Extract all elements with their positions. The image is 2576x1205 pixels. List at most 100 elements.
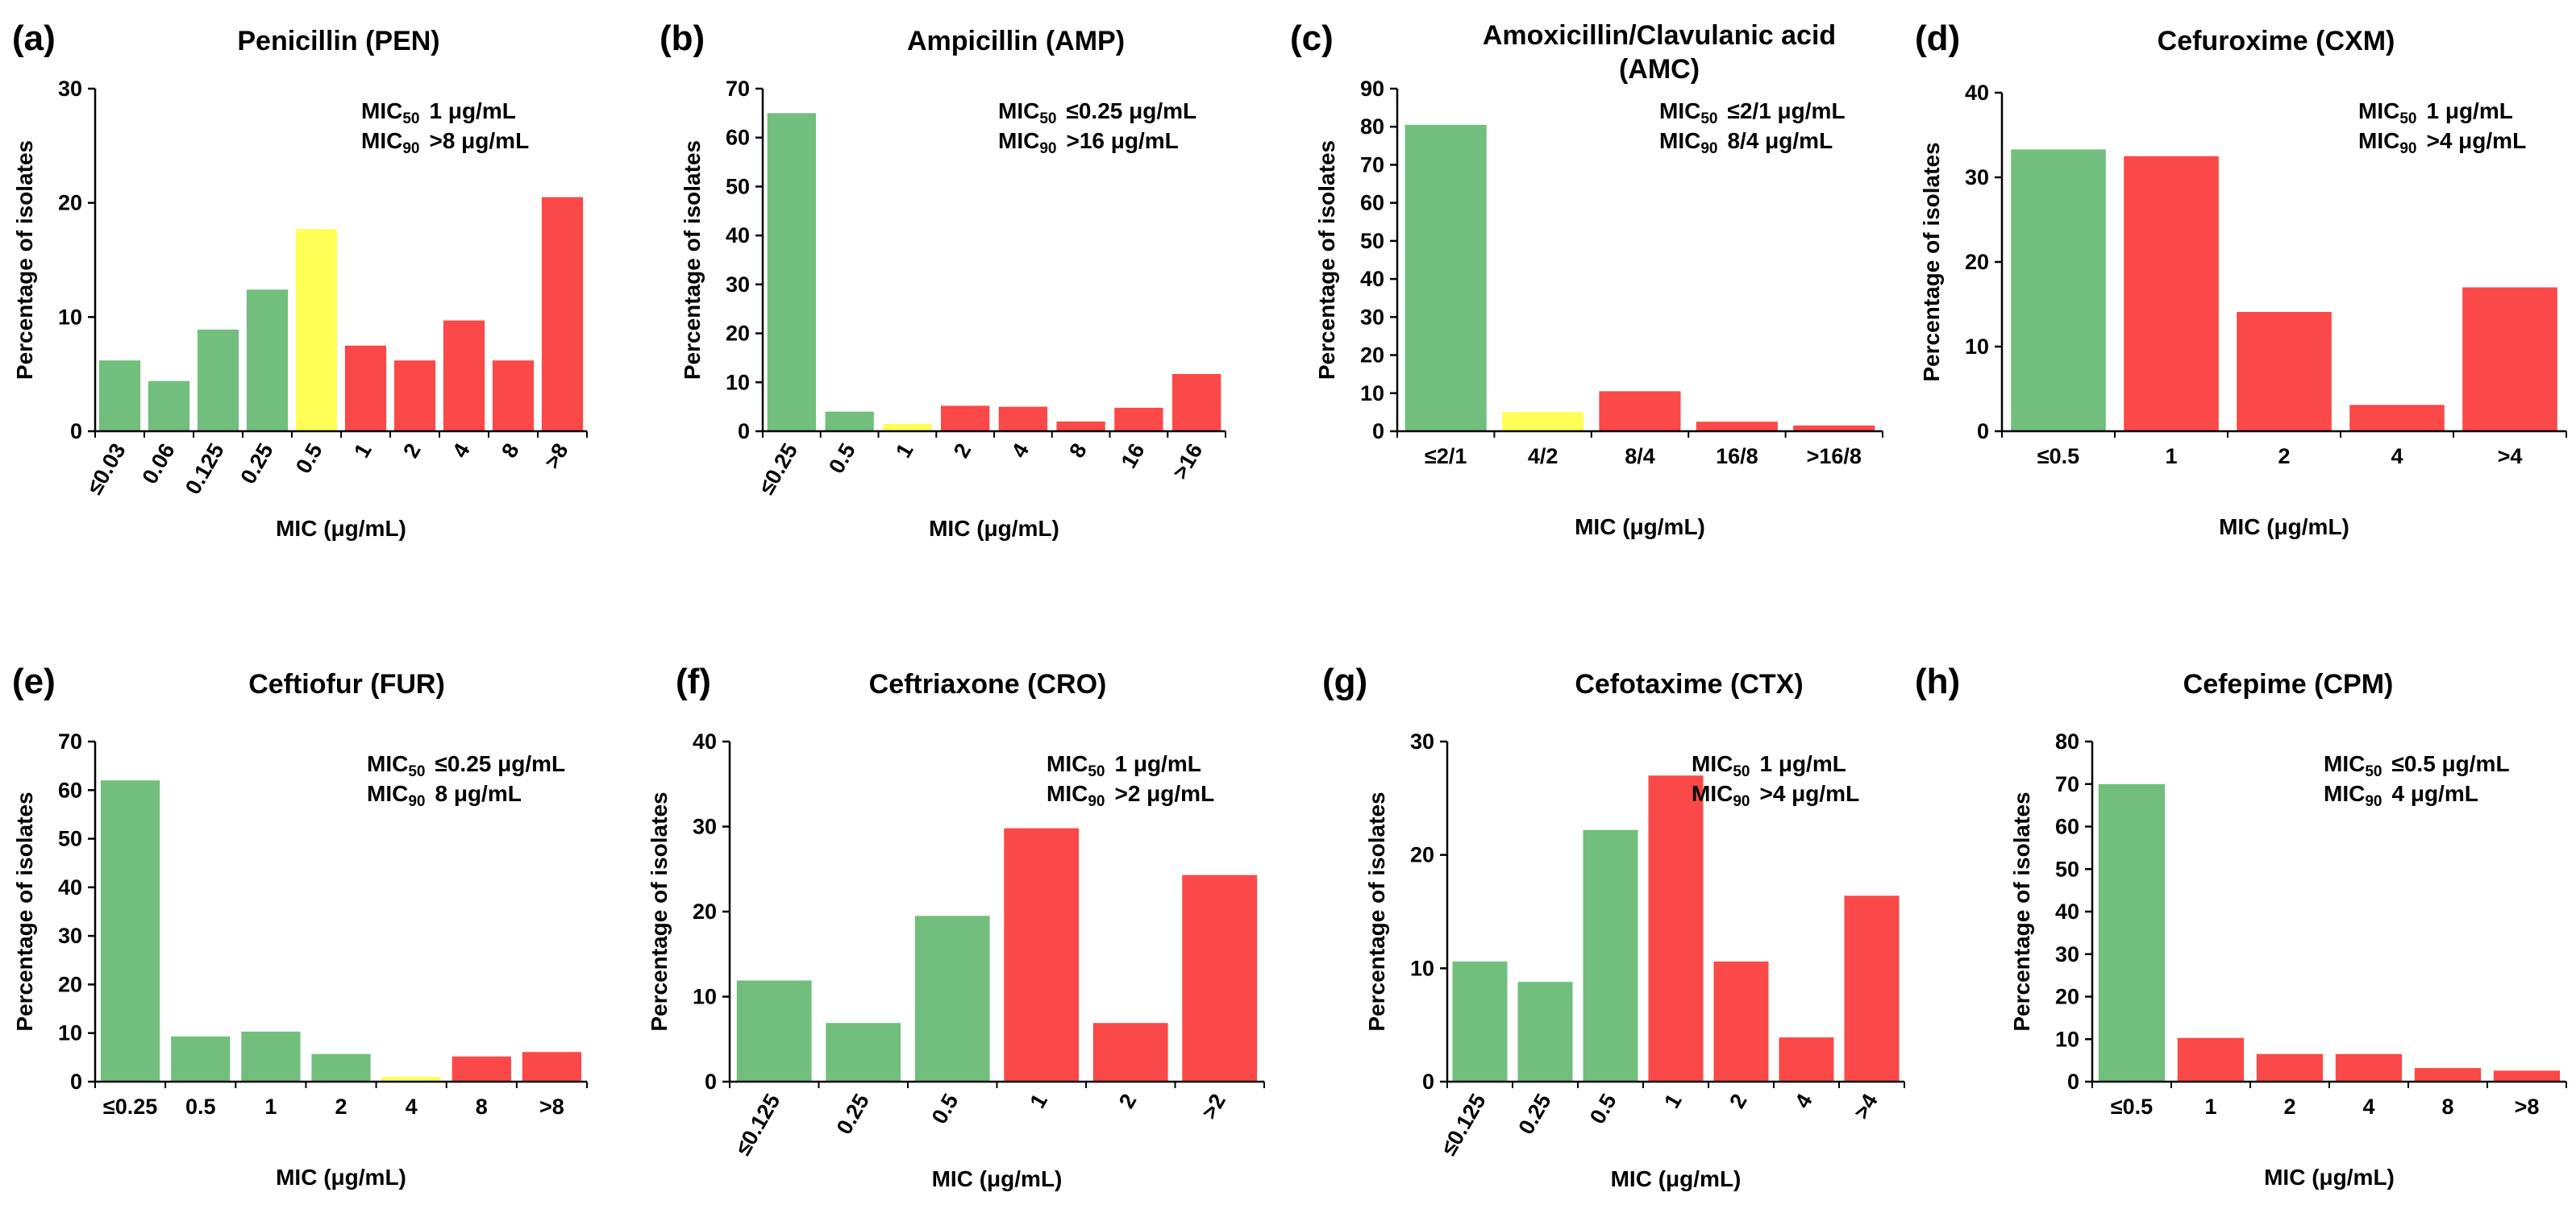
bar-3	[2335, 1053, 2403, 1082]
bar-1	[2177, 1037, 2245, 1082]
x-tick-label: 8	[476, 1095, 488, 1119]
chart-title: Penicillin (PEN)	[237, 26, 439, 56]
y-tick-label: 10	[2055, 1027, 2079, 1051]
mic90-subscript: 90	[2399, 140, 2416, 157]
x-tick-label: 8	[497, 439, 523, 462]
mic90-annotation: MIC90 8 μg/mL	[367, 781, 522, 810]
y-axis-label: Percentage of isolates	[680, 140, 705, 380]
x-tick-label: 1	[2204, 1095, 2216, 1119]
y-tick-label: 30	[58, 924, 82, 948]
x-tick-label: 4	[2391, 444, 2403, 468]
y-tick-label: 0	[70, 419, 82, 443]
mic50-annotation: MIC50 ≤0.5 μg/mL	[2324, 751, 2510, 780]
chart-title-line2: (AMC)	[1619, 54, 1700, 85]
y-tick-label: 0	[1977, 419, 1989, 443]
x-tick-label: ≤0.25	[103, 1095, 157, 1119]
x-tick-label: ≤0.5	[2111, 1095, 2153, 1119]
bar-5	[1056, 421, 1105, 431]
mic90-subscript: 90	[1088, 793, 1105, 810]
mic90-value: 8 μg/mL	[435, 781, 521, 806]
x-axis-label: MIC (μg/mL)	[1575, 514, 1705, 539]
bar-4	[2414, 1068, 2482, 1082]
bar-2	[1599, 391, 1681, 431]
x-tick-label: 0.25	[1513, 1090, 1555, 1139]
y-tick-label: 10	[58, 305, 82, 329]
mic90-subscript: 90	[1733, 793, 1750, 810]
mic90-value: 8/4 μg/mL	[1727, 128, 1833, 153]
mic50-subscript: 50	[1733, 763, 1750, 780]
y-tick-label: 20	[693, 900, 717, 924]
bar-3	[311, 1053, 371, 1082]
y-tick-label: 20	[726, 322, 750, 346]
x-tick-label: >4	[1849, 1090, 1882, 1124]
bar-0	[2011, 149, 2106, 431]
chart-panel-c: (c) Amoxicillin/Clavulanic acid(AMC) 0 10 20…	[1290, 19, 1883, 539]
mic90-subscript: 90	[408, 793, 425, 810]
mic90-label: MIC	[367, 781, 408, 806]
x-tick-label: 0.5	[927, 1090, 963, 1128]
x-tick-label: 0.5	[291, 439, 327, 478]
panel-letter: (h)	[1915, 662, 1960, 701]
mic50-label: MIC	[1692, 751, 1733, 776]
panel-letter: (b)	[660, 19, 705, 58]
x-tick-label: ≤0.25	[754, 439, 802, 498]
x-tick-label: 2	[2283, 1095, 2295, 1119]
y-tick-label: 40	[2055, 900, 2079, 924]
panel-letter: (a)	[12, 19, 56, 58]
bar-2	[2256, 1053, 2324, 1082]
x-tick-label: ≤0.5	[2037, 444, 2079, 468]
y-tick-label: 40	[58, 875, 82, 900]
bar-2	[241, 1031, 301, 1082]
mic90-annotation: MIC90 >8 μg/mL	[361, 128, 529, 157]
mic90-label: MIC	[2324, 781, 2365, 806]
y-tick-label: 60	[2055, 815, 2079, 839]
bar-8	[492, 360, 535, 431]
y-axis-label: Percentage of isolates	[1919, 142, 1944, 381]
x-tick-label: >8	[2515, 1095, 2540, 1119]
y-tick-label: 0	[70, 1070, 82, 1094]
bar-1	[171, 1036, 231, 1082]
x-tick-label: ≤0.125	[730, 1090, 784, 1159]
y-tick-label: 50	[58, 827, 82, 851]
mic90-annotation: MIC90 >4 μg/mL	[2358, 128, 2526, 157]
bar-1	[826, 1023, 901, 1082]
mic90-subscript: 90	[402, 140, 419, 157]
mic90-subscript: 90	[1039, 140, 1056, 157]
panel-letter: (c)	[1290, 19, 1334, 58]
panel-letter: (e)	[12, 662, 56, 701]
mic50-annotation: MIC50 ≤0.25 μg/mL	[998, 98, 1196, 127]
mic50-value: 1 μg/mL	[1759, 751, 1846, 776]
x-tick-label: ≤0.125	[1437, 1090, 1491, 1159]
y-tick-label: 30	[58, 77, 82, 101]
chart-title: Ceftiofur (FUR)	[248, 669, 445, 700]
x-tick-label: 1	[891, 439, 918, 462]
y-tick-label: 40	[1360, 267, 1384, 291]
bar-6	[393, 360, 436, 431]
bar-4	[1793, 425, 1875, 431]
x-tick-label: >8	[539, 1095, 564, 1119]
bar-3	[2349, 405, 2445, 431]
y-tick-label: 80	[2055, 729, 2079, 754]
chart-panel-f: (f) Ceftriaxone (CRO) 0 10 20 30 40 ≤0.125 0.25 0…	[647, 662, 1265, 1191]
bar-0	[1452, 961, 1508, 1082]
bar-1	[1502, 412, 1584, 431]
y-tick-label: 20	[1360, 343, 1384, 368]
x-tick-label: 2	[335, 1095, 347, 1119]
mic90-annotation: MIC90 >2 μg/mL	[1047, 781, 1214, 810]
mic50-subscript: 50	[1039, 110, 1056, 127]
y-tick-label: 10	[693, 985, 717, 1009]
bar-0	[767, 113, 816, 431]
x-tick-label: 4	[406, 1095, 418, 1119]
x-tick-label: 16/8	[1716, 444, 1758, 468]
bar-4	[2462, 287, 2557, 431]
y-tick-label: 0	[738, 419, 750, 443]
mic90-label: MIC	[1692, 781, 1733, 806]
x-tick-label: 16	[1117, 439, 1150, 472]
bar-4	[381, 1077, 441, 1082]
mic90-value: >4 μg/mL	[1759, 781, 1859, 806]
mic50-annotation: MIC50 ≤2/1 μg/mL	[1659, 98, 1846, 127]
mic90-value: >8 μg/mL	[429, 128, 529, 153]
bar-0	[101, 780, 160, 1082]
bar-7	[443, 320, 485, 431]
